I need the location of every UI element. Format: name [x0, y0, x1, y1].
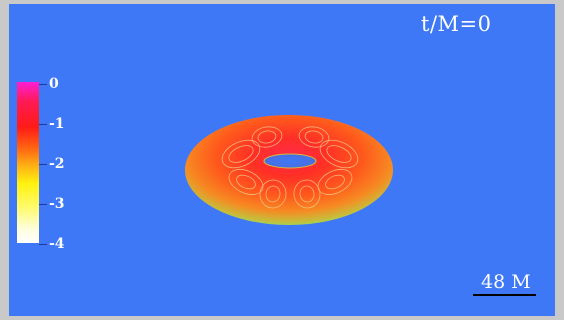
time-label: t/M=0	[421, 12, 492, 36]
tick-mark	[39, 164, 47, 165]
torus-rendering	[185, 115, 393, 225]
tick-mark	[39, 124, 47, 125]
colorbar-tick-1: -1	[9, 116, 69, 134]
colorbar-tick-label: -1	[49, 116, 65, 132]
colorbar-tick-0: 0	[9, 76, 69, 94]
colorbar-tick-label: -2	[49, 156, 65, 172]
tick-mark	[39, 244, 47, 245]
colorbar-tick-4: -4	[9, 236, 69, 254]
tick-mark	[39, 84, 47, 85]
colorbar-tick-label: -4	[49, 236, 65, 252]
colorbar-tick-2: -2	[9, 156, 69, 174]
colorbar	[17, 82, 39, 243]
scale-label: 48 M	[481, 271, 531, 293]
colorbar-tick-3: -3	[9, 196, 69, 214]
magnetic-field-contours	[221, 126, 359, 209]
scale-bar	[473, 294, 536, 296]
torus-body	[185, 115, 393, 225]
colorbar-tick-label: 0	[49, 76, 59, 92]
torus-inner-hole	[263, 153, 317, 169]
simulation-viewport: t/M=0 0 -1 -2 -3 -4 48 M	[9, 4, 555, 316]
colorbar-tick-label: -3	[49, 196, 65, 212]
tick-mark	[39, 204, 47, 205]
